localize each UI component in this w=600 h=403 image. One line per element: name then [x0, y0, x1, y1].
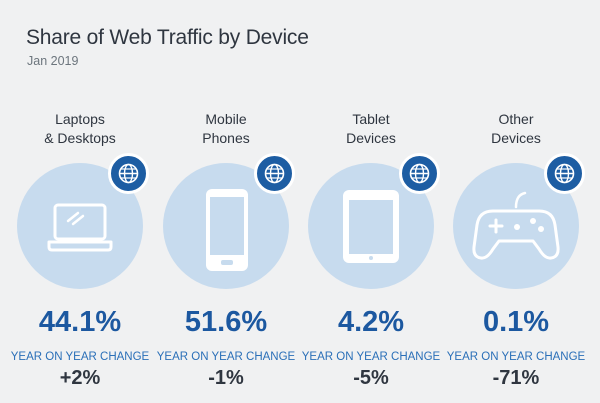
yoy-label: YEAR ON YEAR CHANGE — [10, 351, 150, 363]
laptop-icon — [47, 203, 113, 252]
yoy-change-value: -1% — [208, 367, 244, 389]
device-column-laptops: Laptops & Desktops 44.1% YEAR ON YEAR CH… — [7, 0, 153, 403]
device-label-line2: Devices — [491, 130, 541, 146]
device-label-line1: Other — [498, 111, 534, 127]
device-label-line1: Mobile — [205, 111, 247, 127]
share-value: 4.2% — [337, 306, 405, 338]
globe-icon — [554, 163, 575, 184]
yoy-change-value: +2% — [59, 367, 101, 389]
globe-badge — [544, 153, 585, 194]
yoy-label: YEAR ON YEAR CHANGE — [301, 351, 441, 363]
device-column-mobile: Mobile Phones 51.6% YEAR ON YEAR CHANGE … — [153, 0, 299, 403]
device-label-line2: & Desktops — [44, 130, 116, 146]
device-label-line1: Tablet — [352, 111, 390, 127]
device-label: Tablet Devices — [298, 110, 444, 148]
device-label-line1: Laptops — [55, 111, 105, 127]
yoy-change-value: -71% — [492, 367, 540, 389]
device-label: Other Devices — [443, 110, 589, 148]
game-controller-icon — [472, 191, 560, 260]
device-column-other: Other Devices 0.1% YEAR ON YEAR CHANGE -… — [443, 0, 589, 403]
page-title: Share of Web Traffic by Device — [26, 26, 309, 49]
yoy-change-value: -5% — [353, 367, 389, 389]
mobile-phone-icon — [206, 189, 248, 271]
globe-icon — [409, 163, 430, 184]
globe-icon — [118, 163, 139, 184]
yoy-label: YEAR ON YEAR CHANGE — [156, 351, 296, 363]
device-circle — [163, 163, 289, 289]
device-label: Laptops & Desktops — [7, 110, 153, 148]
globe-badge — [254, 153, 295, 194]
globe-badge — [399, 153, 440, 194]
share-value: 51.6% — [184, 306, 268, 338]
share-value: 0.1% — [482, 306, 550, 338]
device-column-tablet: Tablet Devices 4.2% YEAR ON YEAR CHANGE … — [298, 0, 444, 403]
device-label-line2: Phones — [202, 130, 250, 146]
yoy-label: YEAR ON YEAR CHANGE — [446, 351, 586, 363]
device-label: Mobile Phones — [153, 110, 299, 148]
share-value: 44.1% — [38, 306, 122, 338]
tablet-icon — [343, 190, 399, 263]
globe-badge — [108, 153, 149, 194]
device-label-line2: Devices — [346, 130, 396, 146]
page-subtitle: Jan 2019 — [27, 54, 79, 68]
globe-icon — [264, 163, 285, 184]
